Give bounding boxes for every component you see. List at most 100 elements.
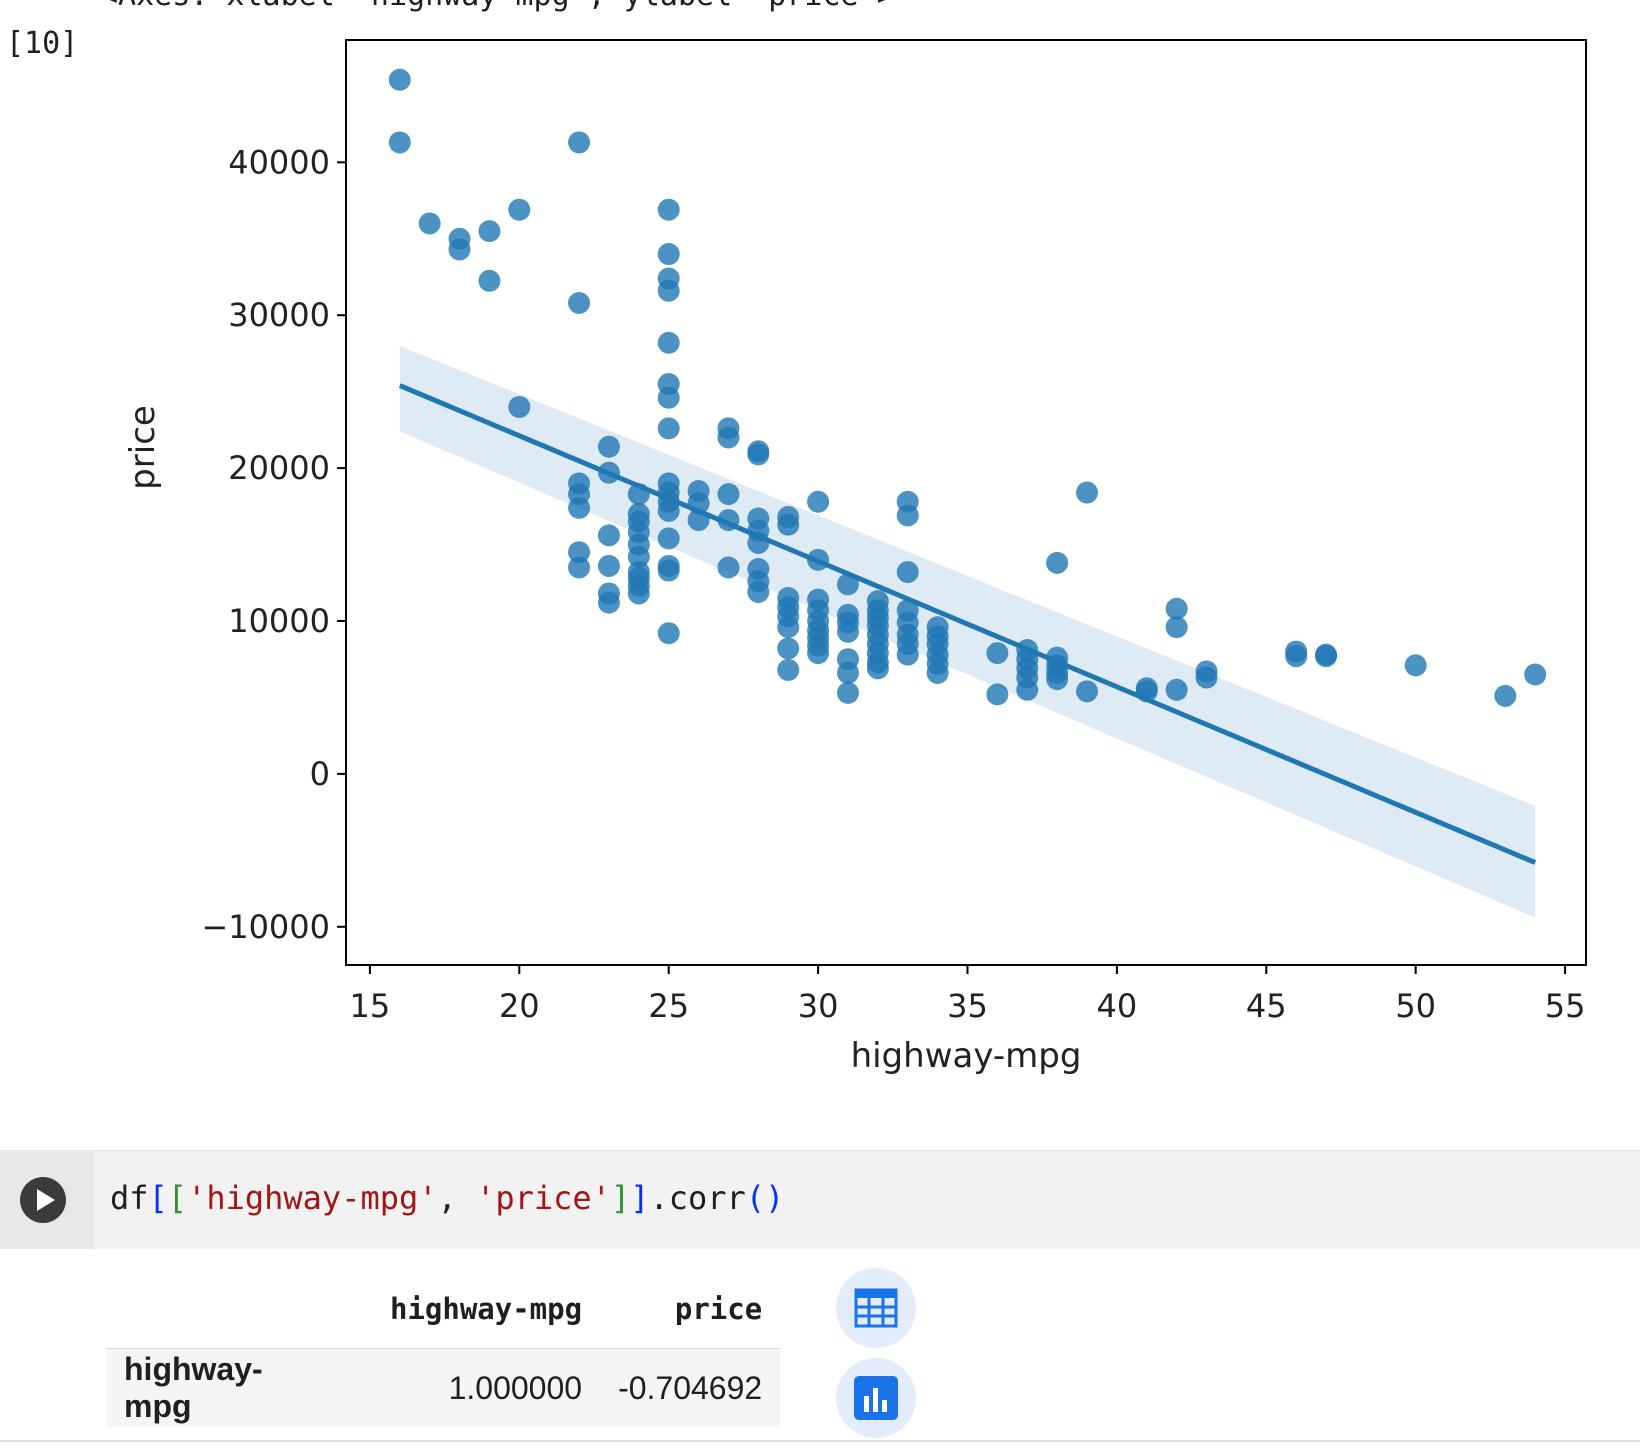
play-icon — [37, 1189, 55, 1211]
x-tick-label: 15 — [350, 987, 391, 1025]
run-cell-button[interactable] — [20, 1177, 66, 1223]
code-token-bracket: [ — [167, 1179, 188, 1217]
data-point — [747, 580, 770, 603]
data-point — [657, 499, 680, 522]
data-point — [478, 220, 501, 243]
x-tick-label: 55 — [1545, 987, 1586, 1025]
y-tick-label: 20000 — [228, 449, 330, 487]
x-tick-label: 45 — [1246, 987, 1287, 1025]
code-token-string: 'highway-mpg' — [187, 1179, 438, 1217]
data-point — [1076, 481, 1099, 504]
labels-layer: 15 20 25 30 35 40 45 50 55 −10000 0 10000 20000 30000… — [123, 143, 1585, 1076]
code-token-bracket: ] — [630, 1179, 650, 1217]
x-axis-label: highway-mpg — [851, 1036, 1082, 1076]
data-point — [388, 131, 411, 154]
data-point — [388, 68, 411, 91]
data-point — [657, 198, 680, 221]
data-point — [717, 426, 740, 449]
data-point — [568, 131, 591, 154]
data-point — [896, 561, 919, 584]
data-point — [448, 238, 471, 261]
data-point — [1016, 678, 1039, 701]
data-point — [1165, 678, 1188, 701]
data-point — [836, 681, 859, 704]
data-point — [657, 386, 680, 409]
data-point — [568, 496, 591, 519]
data-point — [747, 443, 770, 466]
correlation-table: highway-mpg price highway-mpg 1.000000 -… — [106, 1270, 781, 1427]
y-tick-label: 40000 — [228, 143, 330, 181]
suggest-charts-button[interactable] — [836, 1358, 916, 1438]
data-point — [836, 620, 859, 643]
data-point — [508, 395, 531, 418]
column-header: highway-mpg — [390, 1292, 583, 1326]
run-gutter — [0, 1151, 94, 1249]
y-tick-label: 30000 — [228, 296, 330, 334]
table-corner-cell — [106, 1270, 372, 1349]
data-point — [478, 269, 501, 292]
data-point — [418, 212, 441, 235]
y-tick-label: 10000 — [228, 602, 330, 640]
x-tick-label: 35 — [947, 987, 988, 1025]
data-point — [896, 504, 919, 527]
table-row: highway-mpg 1.000000 -0.704692 — [106, 1348, 781, 1427]
bar-chart-icon — [854, 1376, 898, 1420]
data-point — [657, 417, 680, 440]
data-point — [896, 643, 919, 666]
data-point — [1165, 597, 1188, 620]
data-point — [807, 642, 830, 665]
data-point — [1195, 666, 1218, 689]
data-point — [1165, 616, 1188, 639]
y-tick-label: −10000 — [201, 908, 330, 946]
table-cell: 1.000000 — [372, 1348, 601, 1427]
data-point — [568, 541, 591, 564]
confidence-band-layer — [399, 345, 1536, 918]
regression-line — [398, 383, 1537, 865]
x-tick-label: 25 — [648, 987, 689, 1025]
data-point — [807, 490, 830, 513]
data-point — [717, 483, 740, 506]
regression-plot: 15 20 25 30 35 40 45 50 55 −10000 0 10000 20000 30000… — [110, 30, 1620, 1095]
data-point — [836, 661, 859, 684]
code-cell[interactable]: df[['highway-mpg', 'price']].corr() — [0, 1150, 1640, 1249]
data-point — [777, 658, 800, 681]
column-header: price — [674, 1292, 763, 1326]
confidence-band — [399, 345, 1536, 918]
data-point — [1524, 663, 1547, 686]
data-point — [717, 556, 740, 579]
data-point — [777, 637, 800, 660]
data-point — [986, 683, 1009, 706]
data-point — [597, 591, 620, 614]
x-tick-label: 40 — [1097, 987, 1138, 1025]
axes-repr-output: <Axes: xlabel='highway-mpg', ylabel='pri… — [100, 0, 895, 13]
data-point — [657, 559, 680, 582]
data-point — [627, 545, 650, 568]
plot-frame — [345, 39, 1587, 966]
data-point — [657, 243, 680, 266]
code-token-method: .corr — [649, 1179, 746, 1217]
data-point — [1285, 645, 1308, 668]
convert-to-interactive-table-button[interactable] — [836, 1268, 916, 1348]
data-point — [627, 582, 650, 605]
code-editor-line[interactable]: df[['highway-mpg', 'price']].corr() — [110, 1179, 784, 1217]
data-point — [1046, 551, 1069, 574]
execution-count: [10] — [6, 26, 79, 61]
data-point — [1494, 684, 1517, 707]
x-tick-label: 30 — [798, 987, 839, 1025]
data-point — [568, 556, 591, 579]
data-point — [657, 279, 680, 302]
data-point — [777, 616, 800, 639]
code-token-paren: ) — [765, 1179, 785, 1217]
data-point — [597, 524, 620, 547]
axes-layer — [337, 39, 1587, 974]
row-index-label: highway-mpg — [106, 1348, 372, 1427]
code-token-paren: ( — [745, 1179, 766, 1217]
data-point — [508, 198, 531, 221]
y-axis-label: price — [123, 405, 163, 490]
data-point — [657, 331, 680, 354]
data-point — [926, 661, 949, 684]
code-token-comma: , — [437, 1179, 477, 1217]
code-token-df: df — [110, 1179, 149, 1217]
code-token-bracket: [ — [148, 1179, 168, 1217]
table-cell: -0.704692 — [600, 1348, 781, 1427]
